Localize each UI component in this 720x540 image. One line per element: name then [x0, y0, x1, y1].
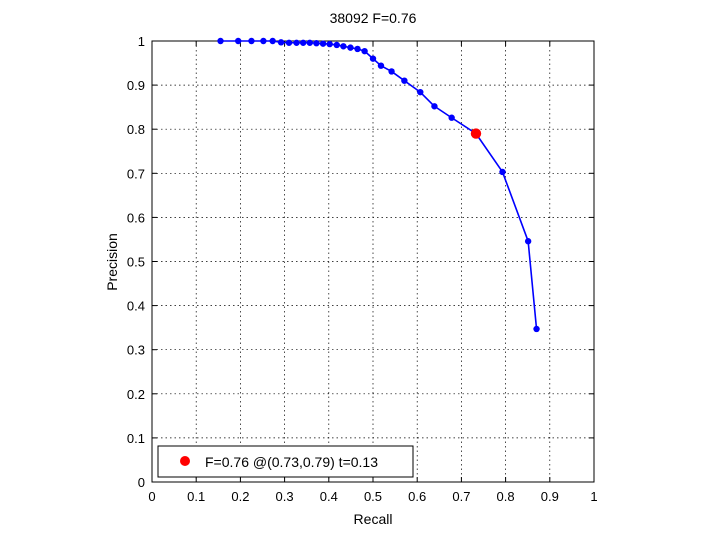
tick-labels: 0 0.1 0.2 0.3 0.4 0.5 0.6 0.7 0.8 0.9 1 0 0.1 0.2 0.3 0… [127, 34, 598, 504]
y-tick-label: 0.5 [127, 255, 145, 270]
data-point [333, 41, 340, 49]
x-tick-label: 0.6 [408, 489, 426, 504]
data-point [299, 39, 307, 46]
data-point [326, 40, 333, 48]
data-point [319, 40, 327, 47]
data-point [499, 168, 506, 176]
legend-label: F=0.76 @(0.73,0.79) t=0.13 [205, 454, 378, 470]
x-tick-label: 0.3 [276, 489, 294, 504]
chart-title: 38092 F=0.76 [330, 10, 417, 26]
best-f-point [470, 128, 482, 139]
data-point [269, 37, 276, 45]
data-point [293, 39, 300, 46]
y-tick-label: 0 [138, 475, 145, 490]
y-tick-label: 0.6 [127, 210, 145, 225]
x-tick-label: 0.2 [231, 489, 249, 504]
legend-box [157, 445, 414, 478]
y-tick-label: 0.9 [127, 78, 145, 93]
data-point [277, 39, 285, 46]
grid [152, 41, 594, 482]
data-point [347, 44, 354, 51]
data-point [417, 88, 424, 96]
y-tick-label: 0.4 [127, 299, 145, 314]
x-tick-label: 0.4 [320, 489, 338, 504]
data-point [401, 77, 408, 84]
data-point [260, 37, 267, 45]
data-point [431, 103, 438, 110]
y-tick-label: 1 [138, 34, 145, 49]
highlight-layer [470, 128, 482, 139]
y-tick-label: 0.8 [127, 122, 145, 137]
x-tick-label: 0.9 [541, 489, 559, 504]
y-tick-label: 0.3 [127, 343, 145, 358]
x-axis-label: Recall [354, 511, 393, 527]
data-point [217, 37, 224, 45]
y-tick-label: 0.1 [127, 431, 145, 446]
data-point [369, 55, 377, 62]
x-tick-label: 0 [148, 489, 155, 504]
data-point [361, 47, 368, 55]
data-point [448, 114, 455, 121]
data-point [377, 62, 385, 69]
data-point [533, 325, 540, 333]
data-point [524, 238, 532, 245]
x-tick-label: 1 [590, 489, 597, 504]
data-point [313, 40, 320, 47]
data-point [388, 68, 395, 75]
data-point [248, 37, 255, 45]
y-tick-label: 0.7 [127, 166, 145, 181]
data-point [306, 39, 313, 46]
data-point [234, 37, 242, 45]
y-tick-label: 0.2 [127, 387, 145, 402]
legend: F=0.76 @(0.73,0.79) t=0.13 [157, 445, 414, 478]
x-tick-label: 0.7 [452, 489, 470, 504]
x-tick-label: 0.1 [187, 489, 205, 504]
data-point [285, 39, 293, 46]
data-point [354, 45, 361, 53]
y-axis-label: Precision [104, 233, 120, 291]
legend-marker [180, 456, 190, 466]
data-point [340, 43, 347, 50]
x-tick-label: 0.5 [364, 489, 382, 504]
x-tick-label: 0.8 [497, 489, 515, 504]
